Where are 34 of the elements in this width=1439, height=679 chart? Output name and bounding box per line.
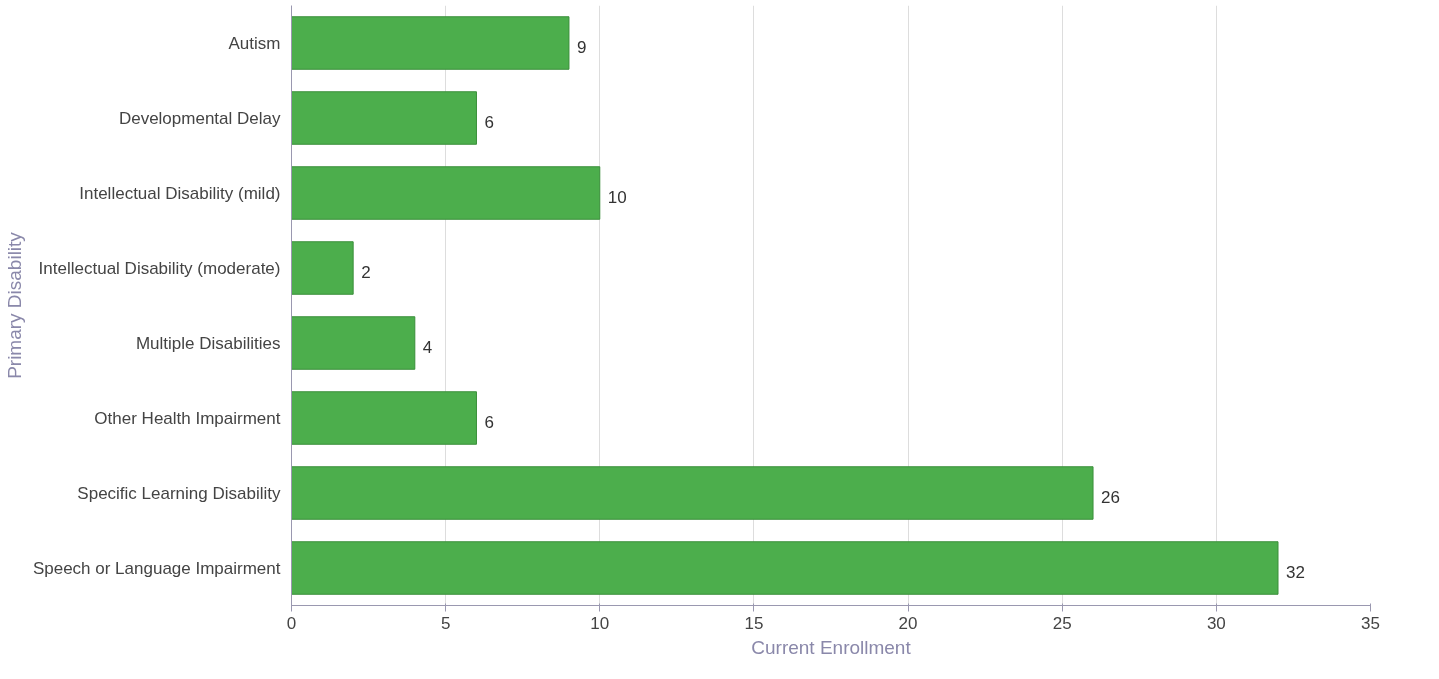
data-label: 32 [1286, 563, 1305, 582]
x-tick-label: 5 [440, 613, 451, 633]
bar [291, 16, 570, 70]
data-label: 6 [484, 113, 494, 132]
y-tick-label: Multiple Disabilities [135, 333, 281, 353]
data-label: 2 [361, 263, 371, 282]
x-tick-label: 30 [1206, 613, 1226, 633]
y-axis-title: Primary Disability [3, 231, 25, 379]
x-tick-label: 25 [1052, 613, 1072, 633]
x-tick-label: 35 [1361, 613, 1380, 633]
y-tick-label: Other Health Impairment [94, 408, 281, 428]
y-tick-label: Intellectual Disability (mild) [79, 183, 281, 203]
data-label: 4 [422, 338, 433, 357]
y-tick-label: Developmental Delay [118, 108, 281, 128]
x-tick-label: 15 [744, 613, 764, 633]
bar [291, 241, 354, 295]
data-label: 6 [484, 413, 494, 432]
bar [291, 91, 477, 145]
x-axis-title: Current Enrollment [751, 636, 912, 658]
x-tick-label: 20 [898, 613, 918, 633]
bar [291, 541, 1279, 595]
bar [291, 166, 601, 220]
x-tick-label: 10 [590, 613, 610, 633]
y-tick-label: Speech or Language Impairment [32, 558, 281, 578]
y-tick-label: Intellectual Disability (moderate) [38, 258, 281, 278]
data-label: 26 [1101, 488, 1120, 507]
y-tick-label: Autism [228, 33, 281, 53]
y-tick-label: Specific Learning Disability [77, 483, 281, 503]
data-label: 10 [607, 188, 627, 207]
bar [291, 466, 1094, 520]
x-tick-label: 0 [286, 613, 297, 633]
data-label: 9 [576, 38, 587, 57]
bar [291, 391, 477, 445]
bar [291, 316, 416, 370]
